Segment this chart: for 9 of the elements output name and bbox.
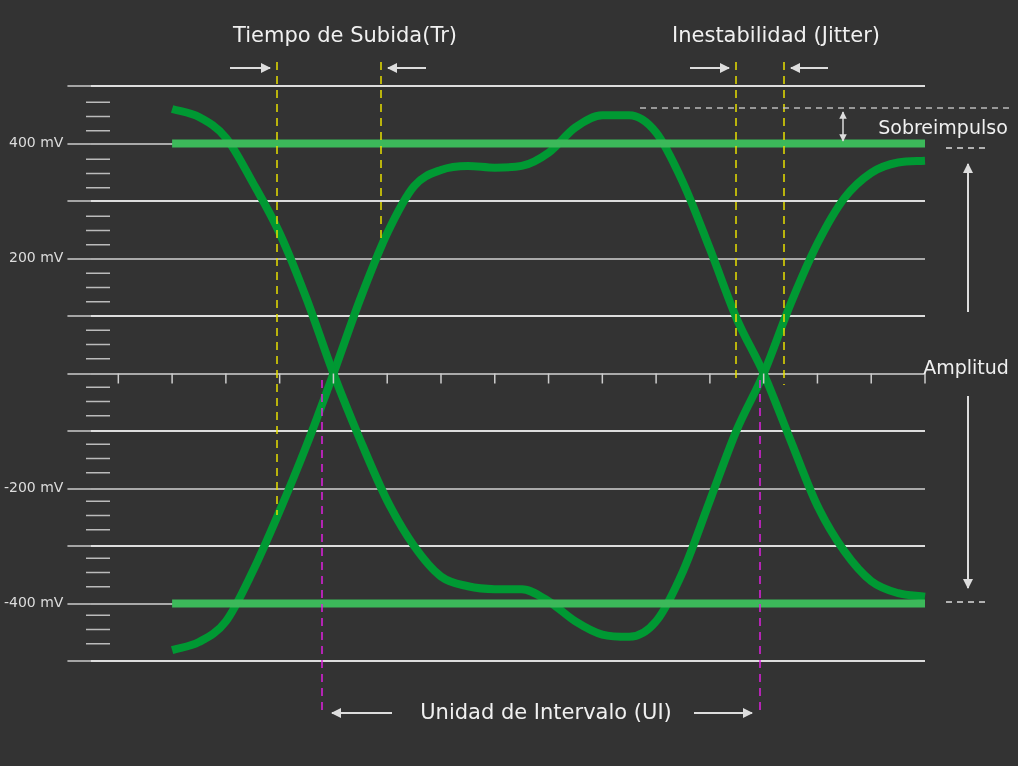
annotation: Sobreimpulso xyxy=(878,116,1008,138)
text: Tiempo de Subida(Tr) xyxy=(233,23,457,47)
y-tick-label: -200 mV xyxy=(3,479,64,496)
y-tick-label: 400 mV xyxy=(9,134,64,151)
text: Inestabilidad (Jitter) xyxy=(672,23,880,47)
y-tick-label: 200 mV xyxy=(9,249,64,266)
text: Unidad de Intervalo (UI) xyxy=(420,700,672,724)
y-tick-label: -400 mV xyxy=(3,594,64,611)
annotation: Amplitud xyxy=(923,356,1009,378)
